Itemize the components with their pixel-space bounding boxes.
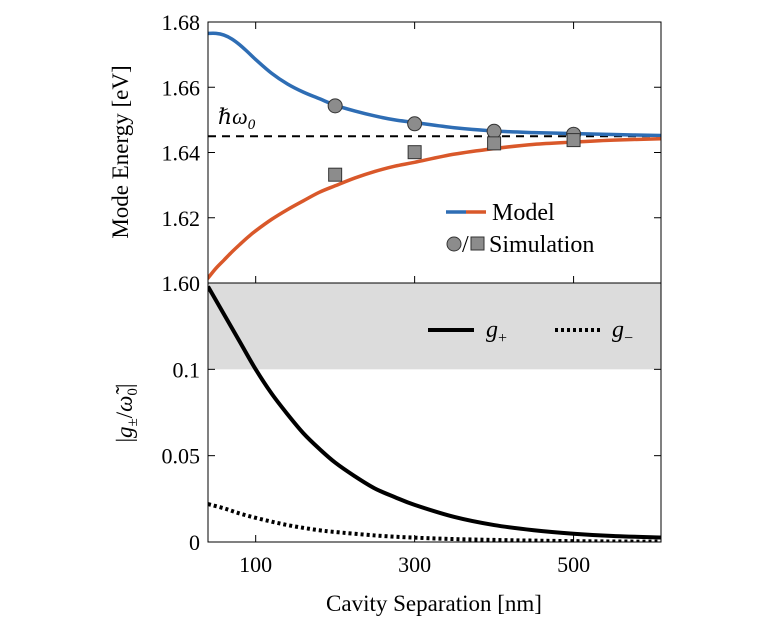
top-panel-lines — [208, 31, 661, 280]
bottom-y-tick-label: 0.1 — [173, 357, 201, 382]
top-y-tick-label: 1.64 — [162, 141, 201, 166]
legend-simulation-separator: / — [462, 232, 469, 258]
simulation-point-square — [407, 145, 422, 160]
legend-model-label: Model — [492, 200, 555, 226]
top-y-axis-title: Mode Energy [eV] — [108, 65, 133, 238]
model-line-lower — [208, 137, 661, 280]
bottom-y-axis-title: |g±/ω̃0| — [112, 383, 141, 442]
simulation-point-circle — [486, 123, 502, 139]
bottom-panel-lines — [208, 285, 661, 542]
top-y-tick-label: 1.60 — [162, 271, 201, 296]
reference-line-label: ℏω0 — [218, 104, 256, 133]
model-line-upper — [208, 31, 661, 138]
x-tick-label: 100 — [239, 552, 272, 577]
simulation-point-circle — [407, 116, 423, 132]
x-tick-label: 500 — [557, 552, 590, 577]
bottom-y-tick-label: 0.05 — [162, 444, 201, 469]
shaded-band — [208, 283, 661, 370]
legend-simulation-square — [470, 236, 485, 251]
g-plus-line — [208, 285, 661, 540]
simulation-point-circle — [327, 98, 343, 114]
g-minus-line — [208, 502, 661, 542]
simulation-point-square — [566, 133, 581, 148]
top-y-tick-label: 1.68 — [162, 10, 201, 35]
legend-simulation-label: Simulation — [489, 232, 594, 258]
x-tick-label: 300 — [398, 552, 431, 577]
axis-tick-labels: 1.60 1.62 1.64 1.66 1.68 0 0.05 0.1 100 300 500 — [162, 10, 591, 577]
top-y-tick-label: 1.62 — [162, 206, 201, 231]
bottom-panel-frame — [207, 282, 662, 543]
axis-ticks — [208, 21, 661, 543]
bottom-y-tick-label: 0 — [189, 530, 200, 555]
legend-simulation-circle — [446, 236, 462, 252]
top-y-tick-label: 1.66 — [162, 75, 201, 100]
simulation-point-square — [328, 167, 343, 182]
simulation-markers — [327, 98, 582, 182]
simulation-point-square — [487, 136, 502, 151]
x-axis-title: Cavity Separation [nm] — [326, 591, 542, 616]
top-legend: Model / Simulation — [446, 200, 594, 258]
